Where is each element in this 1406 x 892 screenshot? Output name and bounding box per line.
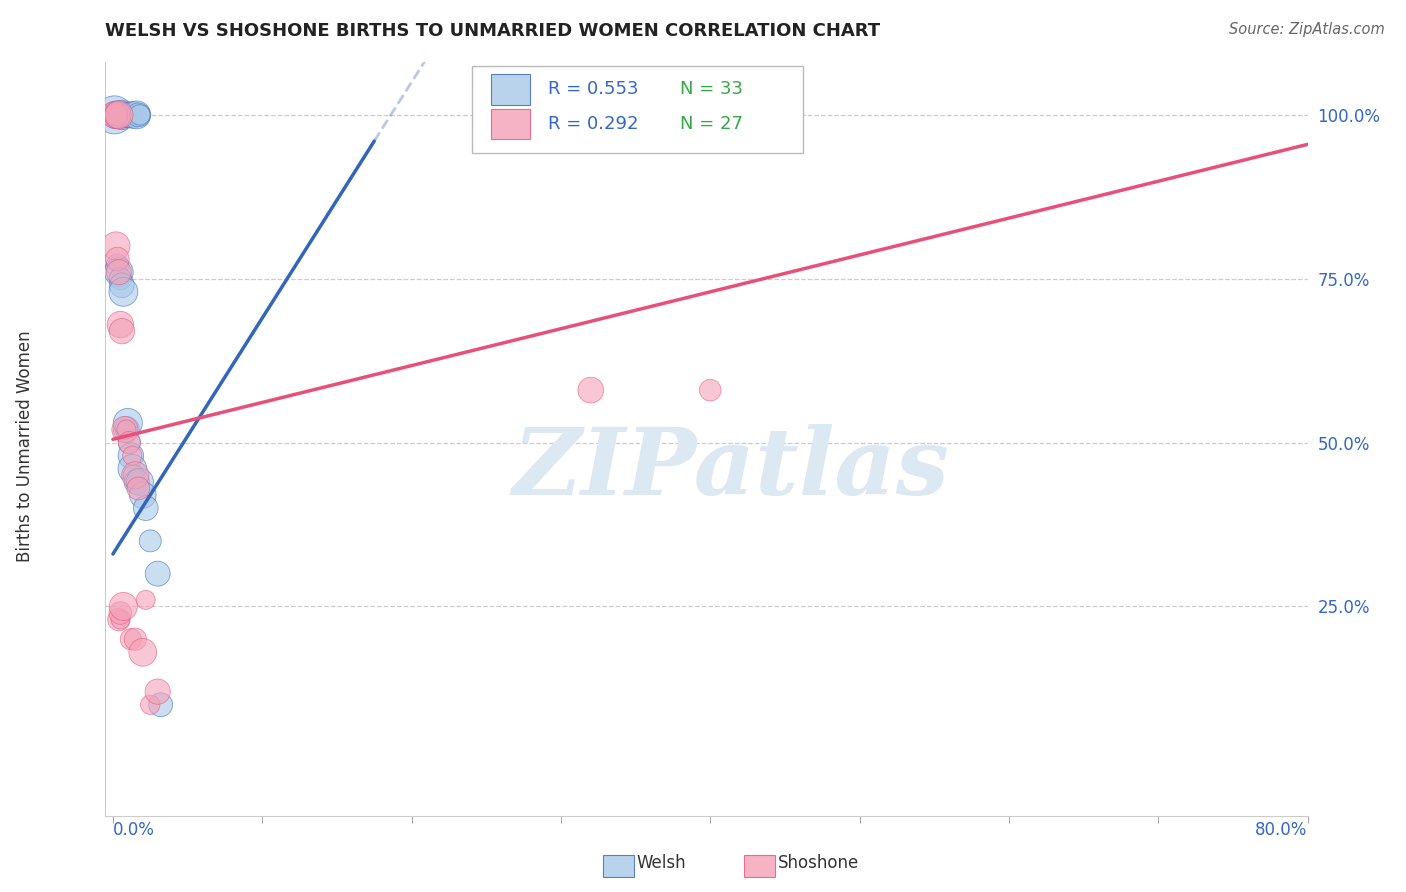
Point: [108, 265, 131, 279]
Point: [117, 108, 139, 122]
Point: [105, 259, 128, 273]
FancyBboxPatch shape: [472, 66, 803, 153]
Point: [146, 566, 169, 581]
Point: [121, 449, 143, 463]
Point: [110, 318, 132, 332]
Text: N = 33: N = 33: [681, 79, 742, 98]
Point: [118, 435, 141, 450]
Point: [128, 108, 150, 122]
Point: [110, 613, 132, 627]
Point: [114, 422, 136, 436]
Point: [112, 108, 135, 122]
Point: [121, 108, 143, 122]
Point: [112, 285, 135, 299]
Text: WELSH VS SHOSHONE BIRTHS TO UNMARRIED WOMEN CORRELATION CHART: WELSH VS SHOSHONE BIRTHS TO UNMARRIED WO…: [105, 22, 880, 40]
Point: [117, 416, 139, 430]
Text: ZIPatlas: ZIPatlas: [512, 425, 949, 515]
Point: [111, 324, 134, 338]
Point: [125, 108, 148, 122]
Point: [104, 108, 127, 122]
Point: [110, 271, 132, 285]
Text: 0.0%: 0.0%: [112, 822, 155, 839]
Point: [103, 108, 125, 122]
Text: 80.0%: 80.0%: [1256, 822, 1308, 839]
Point: [104, 239, 127, 253]
Point: [122, 468, 145, 483]
Point: [139, 698, 162, 712]
Point: [108, 613, 131, 627]
Point: [111, 278, 134, 293]
Point: [103, 108, 125, 122]
Text: N = 27: N = 27: [681, 115, 742, 133]
Point: [128, 475, 150, 489]
Point: [699, 383, 721, 397]
Point: [120, 449, 142, 463]
Point: [118, 108, 141, 122]
Point: [111, 108, 134, 122]
Point: [114, 422, 136, 436]
Point: [110, 108, 132, 122]
Point: [132, 645, 155, 659]
Point: [124, 632, 146, 647]
Text: R = 0.553: R = 0.553: [548, 79, 638, 98]
Text: R = 0.292: R = 0.292: [548, 115, 638, 133]
Point: [115, 108, 138, 122]
Point: [146, 684, 169, 698]
Point: [579, 383, 602, 397]
Point: [135, 501, 157, 516]
Point: [118, 435, 141, 450]
Text: Births to Unmarried Women: Births to Unmarried Women: [17, 330, 34, 562]
Point: [104, 108, 127, 122]
Point: [115, 422, 138, 436]
Point: [110, 606, 132, 620]
Point: [105, 252, 128, 266]
Point: [132, 488, 155, 502]
Point: [115, 422, 138, 436]
Text: Shoshone: Shoshone: [778, 855, 859, 872]
Point: [112, 599, 135, 614]
Point: [127, 482, 149, 496]
Point: [105, 108, 128, 122]
Point: [108, 108, 131, 122]
Point: [135, 593, 157, 607]
Point: [108, 265, 131, 279]
Text: Source: ZipAtlas.com: Source: ZipAtlas.com: [1229, 22, 1385, 37]
Point: [149, 698, 172, 712]
Point: [139, 533, 162, 548]
Point: [125, 475, 148, 489]
Point: [114, 108, 136, 122]
Point: [120, 632, 142, 647]
Point: [121, 462, 143, 476]
Point: [108, 108, 131, 122]
Point: [124, 468, 146, 483]
FancyBboxPatch shape: [491, 75, 530, 104]
Point: [127, 108, 149, 122]
Text: Welsh: Welsh: [637, 855, 686, 872]
FancyBboxPatch shape: [491, 109, 530, 139]
